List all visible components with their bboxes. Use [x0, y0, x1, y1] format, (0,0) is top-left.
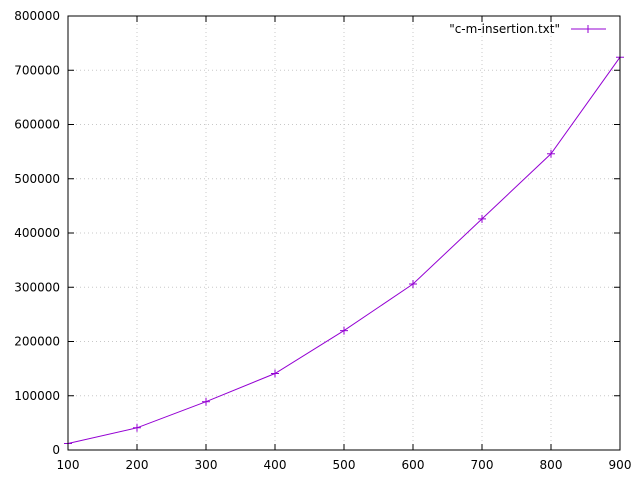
y-tick-label: 400000 — [14, 226, 60, 240]
y-tick-label: 500000 — [14, 172, 60, 186]
data-point — [478, 214, 486, 223]
x-tick-label: 100 — [57, 458, 80, 472]
legend-marker — [584, 25, 592, 33]
y-tick-label: 200000 — [14, 335, 60, 349]
y-tick-label: 600000 — [14, 118, 60, 132]
x-axis: 100 200 300 400 500 600 700 800 900 — [57, 16, 632, 472]
legend-label: "c-m-insertion.txt" — [449, 22, 560, 36]
x-tick-label: 700 — [471, 458, 494, 472]
data-point — [202, 397, 210, 406]
y-axis: 0 100000 200000 300000 400000 500000 600000 700… — [14, 9, 620, 457]
x-tick-label: 600 — [402, 458, 425, 472]
data-point — [547, 149, 555, 158]
grid — [68, 16, 620, 450]
x-tick-label: 500 — [333, 458, 356, 472]
data-point — [271, 369, 279, 378]
y-tick-label: 0 — [52, 443, 60, 457]
data-point — [133, 423, 141, 432]
legend: "c-m-insertion.txt" — [449, 22, 606, 36]
y-tick-label: 300000 — [14, 280, 60, 294]
x-tick-label: 300 — [195, 458, 218, 472]
y-tick-label: 800000 — [14, 9, 60, 23]
data-point — [340, 326, 348, 335]
x-tick-label: 900 — [609, 458, 632, 472]
y-tick-label: 700000 — [14, 63, 60, 77]
data-point — [409, 279, 417, 288]
x-tick-label: 800 — [540, 458, 563, 472]
legend-plus-icon — [584, 25, 592, 33]
x-tick-label: 400 — [264, 458, 287, 472]
y-tick-label: 100000 — [14, 389, 60, 403]
x-tick-label: 200 — [126, 458, 149, 472]
series-line — [67, 56, 621, 444]
